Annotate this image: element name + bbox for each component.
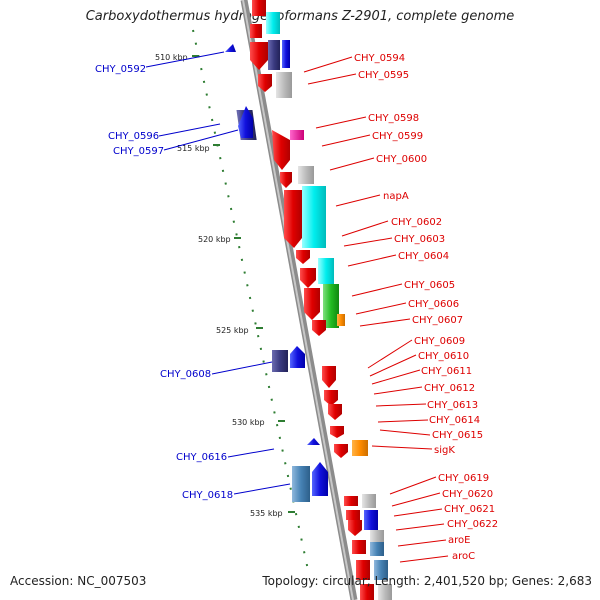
gene-label-chy0604: CHY_0604: [398, 251, 449, 262]
gene-label-chy0594: CHY_0594: [354, 53, 405, 64]
gene-label-chy0619: CHY_0619: [438, 473, 489, 484]
scale-tick-520: 520 kbp: [198, 235, 231, 244]
reverse-leader-lines: [303, 56, 449, 563]
gene-label-chy0615: CHY_0615: [432, 430, 483, 441]
scale-tick-marks: [192, 55, 295, 513]
gene-label-chy0599: CHY_0599: [372, 131, 423, 142]
forward-gene-labels: CHY_0592 CHY_0596 CHY_0597 CHY_0608 CHY_…: [95, 64, 233, 501]
gene-label-chy0603: CHY_0603: [394, 234, 445, 245]
gene-label-chy0607: CHY_0607: [412, 315, 463, 326]
gene-label-chy0613: CHY_0613: [427, 400, 478, 411]
map-title: Carboxydothermus hydrogenoformans Z-2901…: [85, 9, 515, 24]
gene-chy0592-glyph: [225, 44, 236, 52]
reverse-gene-glyphs: [250, 0, 392, 600]
forward-leader-lines: [145, 51, 291, 495]
gene-label-chy0597: CHY_0597: [113, 146, 164, 157]
gene-label-chy0602: CHY_0602: [391, 217, 442, 228]
gene-label-chy0612: CHY_0612: [424, 383, 475, 394]
genome-backbone: [240, 0, 358, 600]
gene-label-chy0600: CHY_0600: [376, 154, 427, 165]
gene-chy0618-glyph: [292, 466, 310, 502]
scale-tick-535: 535 kbp: [250, 509, 283, 518]
gene-label-chy0622: CHY_0622: [447, 519, 498, 530]
scale-tick-525: 525 kbp: [216, 326, 249, 335]
genome-summary: Topology: circular; Length: 2,401,520 bp…: [262, 574, 592, 588]
accession-label: Accession: NC_007503: [10, 574, 147, 588]
gene-chy0616-glyph: [307, 438, 320, 445]
gene-chy0597-glyph: [238, 106, 253, 138]
gene-label-chy0606: CHY_0606: [408, 299, 459, 310]
gene-label-chy0618: CHY_0618: [182, 490, 233, 501]
gene-label-chy0596: CHY_0596: [108, 131, 159, 142]
gene-label-aroc: aroC: [452, 551, 475, 562]
forward-gene-glyphs: [225, 44, 328, 502]
scale-tick-530: 530 kbp: [232, 418, 265, 427]
tick-track: [192, 29, 309, 571]
gene-label-chy0608: CHY_0608: [160, 369, 211, 380]
gene-label-sigk: sigK: [434, 445, 455, 456]
gene-label-chy0611: CHY_0611: [421, 366, 472, 377]
scale-tick-510: 510 kbp: [155, 53, 188, 62]
gene-chy0608-glyph: [272, 350, 288, 372]
gene-label-aroe: aroE: [448, 535, 470, 546]
gene-label-chy0620: CHY_0620: [442, 489, 493, 500]
gene-label-chy0616: CHY_0616: [176, 452, 227, 463]
scale-tick-515: 515 kbp: [177, 144, 210, 153]
gene-label-chy0598: CHY_0598: [368, 113, 419, 124]
gene-label-chy0595: CHY_0595: [358, 70, 409, 81]
gene-label-napa: napA: [383, 191, 409, 202]
gene-label-chy0605: CHY_0605: [404, 280, 455, 291]
reverse-gene-labels: CHY_0594 CHY_0595 CHY_0598 CHY_0599 CHY_…: [354, 53, 498, 562]
gene-label-chy0609: CHY_0609: [414, 336, 465, 347]
gene-label-chy0621: CHY_0621: [444, 504, 495, 515]
gene-label-chy0614: CHY_0614: [429, 415, 480, 426]
gene-label-chy0592: CHY_0592: [95, 64, 146, 75]
gene-label-chy0610: CHY_0610: [418, 351, 469, 362]
